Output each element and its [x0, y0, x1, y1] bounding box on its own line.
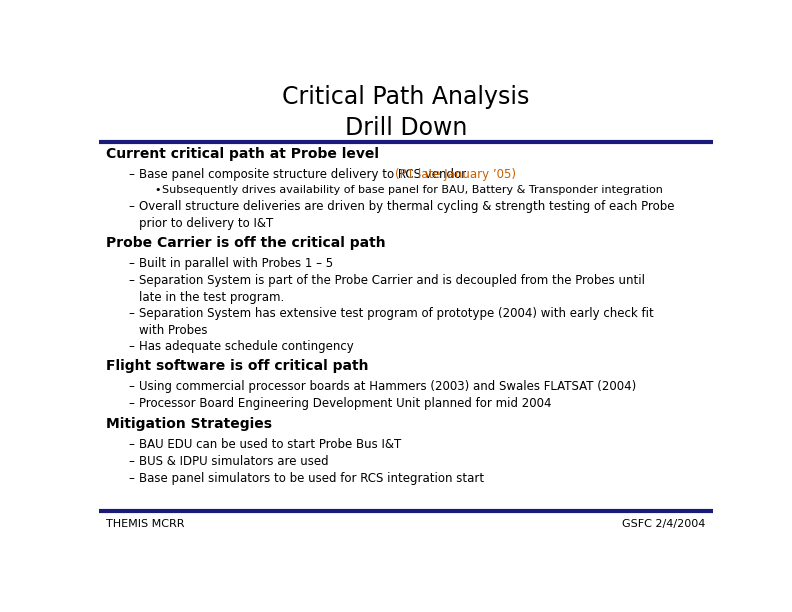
Text: Using commercial processor boards at Hammers (2003) and Swales FLATSAT (2004): Using commercial processor boards at Ham… — [139, 380, 636, 394]
Text: Has adequate schedule contingency: Has adequate schedule contingency — [139, 340, 354, 353]
Text: prior to delivery to I&T: prior to delivery to I&T — [139, 217, 273, 230]
Text: –: – — [128, 168, 135, 181]
Text: –: – — [128, 472, 135, 485]
Text: Base panel simulators to be used for RCS integration start: Base panel simulators to be used for RCS… — [139, 472, 484, 485]
Text: –: – — [128, 257, 135, 270]
Text: –: – — [128, 340, 135, 353]
Text: –: – — [128, 455, 135, 468]
Text: Subsequently drives availability of base panel for BAU, Battery & Transponder in: Subsequently drives availability of base… — [162, 185, 663, 195]
Text: BAU EDU can be used to start Probe Bus I&T: BAU EDU can be used to start Probe Bus I… — [139, 438, 401, 450]
Text: (P1 late January ’05): (P1 late January ’05) — [395, 168, 516, 181]
Text: late in the test program.: late in the test program. — [139, 291, 284, 304]
Text: Current critical path at Probe level: Current critical path at Probe level — [106, 147, 379, 162]
Text: Overall structure deliveries are driven by thermal cycling & strength testing of: Overall structure deliveries are driven … — [139, 200, 675, 213]
Text: –: – — [128, 307, 135, 319]
Text: •: • — [154, 185, 161, 195]
Text: Base panel composite structure delivery to RCS vendor: Base panel composite structure delivery … — [139, 168, 470, 181]
Text: –: – — [128, 380, 135, 394]
Text: THEMIS MCRR: THEMIS MCRR — [106, 519, 185, 529]
Bar — [99, 73, 713, 142]
Text: BUS & IDPU simulators are used: BUS & IDPU simulators are used — [139, 455, 329, 468]
Text: –: – — [128, 200, 135, 213]
Text: Probe Carrier is off the critical path: Probe Carrier is off the critical path — [106, 236, 386, 250]
Text: –: – — [128, 438, 135, 450]
Text: with Probes: with Probes — [139, 324, 208, 337]
Text: Mitigation Strategies: Mitigation Strategies — [106, 417, 272, 431]
Text: Critical Path Analysis
Drill Down: Critical Path Analysis Drill Down — [282, 85, 530, 140]
Text: Separation System has extensive test program of prototype (2004) with early chec: Separation System has extensive test pro… — [139, 307, 653, 319]
Text: Built in parallel with Probes 1 – 5: Built in parallel with Probes 1 – 5 — [139, 257, 333, 270]
Text: GSFC 2/4/2004: GSFC 2/4/2004 — [622, 519, 706, 529]
Text: –: – — [128, 274, 135, 286]
Text: Separation System is part of the Probe Carrier and is decoupled from the Probes : Separation System is part of the Probe C… — [139, 274, 645, 286]
Text: Flight software is off critical path: Flight software is off critical path — [106, 359, 369, 373]
Text: Processor Board Engineering Development Unit planned for mid 2004: Processor Board Engineering Development … — [139, 397, 551, 410]
Text: –: – — [128, 397, 135, 410]
